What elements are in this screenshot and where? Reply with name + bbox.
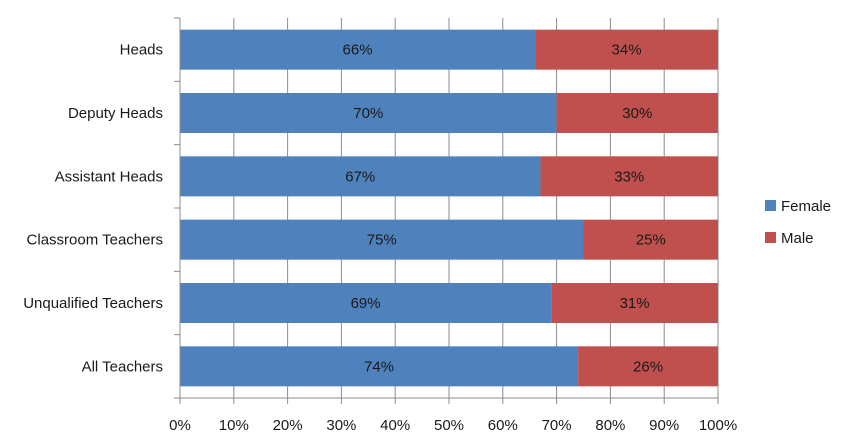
x-tick-label: 50%: [434, 417, 464, 434]
bar-data-label: 67%: [345, 168, 375, 185]
bar-male-5: [578, 346, 718, 387]
bar-data-label: 25%: [636, 232, 666, 249]
x-tick-label: 20%: [273, 417, 303, 434]
bar-data-label: 75%: [367, 232, 397, 249]
gridlines: [233, 18, 719, 398]
bar-data-label: 66%: [343, 42, 373, 59]
bar-data-label: 30%: [622, 105, 652, 122]
bar-data-label: 26%: [633, 358, 663, 375]
axes: [174, 17, 719, 404]
x-tick-label: 100%: [699, 417, 737, 434]
category-label: Classroom Teachers: [27, 232, 163, 249]
bars: 66% 34% 70% 30% 67% 33% 75% 25% 69% 31% 74% 26%: [180, 29, 718, 387]
category-labels: Heads Deputy Heads Assistant Heads Classroo…: [23, 42, 163, 376]
x-tick-label: 90%: [649, 417, 679, 434]
legend: Female Male: [765, 198, 831, 247]
category-label: All Teachers: [82, 358, 163, 375]
bar-data-label: 70%: [353, 105, 383, 122]
legend-swatch-female: [765, 200, 776, 211]
x-tick-label: 80%: [595, 417, 625, 434]
bar-data-label: 31%: [620, 295, 650, 312]
bar-female-3: [180, 219, 584, 260]
bar-female-2: [180, 156, 541, 197]
legend-label: Male: [781, 230, 814, 247]
bar-female-4: [180, 283, 552, 323]
bar-male-3: [583, 219, 718, 260]
category-label: Assistant Heads: [55, 168, 163, 185]
bar-female-0: [180, 29, 536, 70]
x-tick-label: 10%: [219, 417, 249, 434]
x-tick-label: 70%: [542, 417, 572, 434]
x-tick-label: 0%: [169, 417, 191, 434]
bar-data-label: 33%: [614, 168, 644, 185]
bar-female-5: [180, 346, 579, 387]
bar-data-label: 74%: [364, 358, 394, 375]
category-label: Heads: [120, 42, 163, 59]
legend-swatch-male: [765, 232, 776, 243]
bar-female-1: [180, 93, 557, 133]
legend-label: Female: [781, 198, 831, 215]
bar-male-0: [535, 29, 718, 70]
x-tick-label: 60%: [488, 417, 518, 434]
bar-male-2: [540, 156, 718, 197]
x-tick-label: 30%: [326, 417, 356, 434]
category-label: Deputy Heads: [68, 105, 163, 122]
bar-data-label: 69%: [351, 295, 381, 312]
bar-male-1: [556, 93, 718, 133]
category-label: Unqualified Teachers: [23, 295, 163, 312]
bar-data-label: 34%: [612, 42, 642, 59]
bar-male-4: [551, 283, 718, 323]
x-tick-label: 40%: [380, 417, 410, 434]
x-tick-labels: 0% 10% 20% 30% 40% 50% 60% 70% 80% 90% 100%: [169, 417, 737, 434]
